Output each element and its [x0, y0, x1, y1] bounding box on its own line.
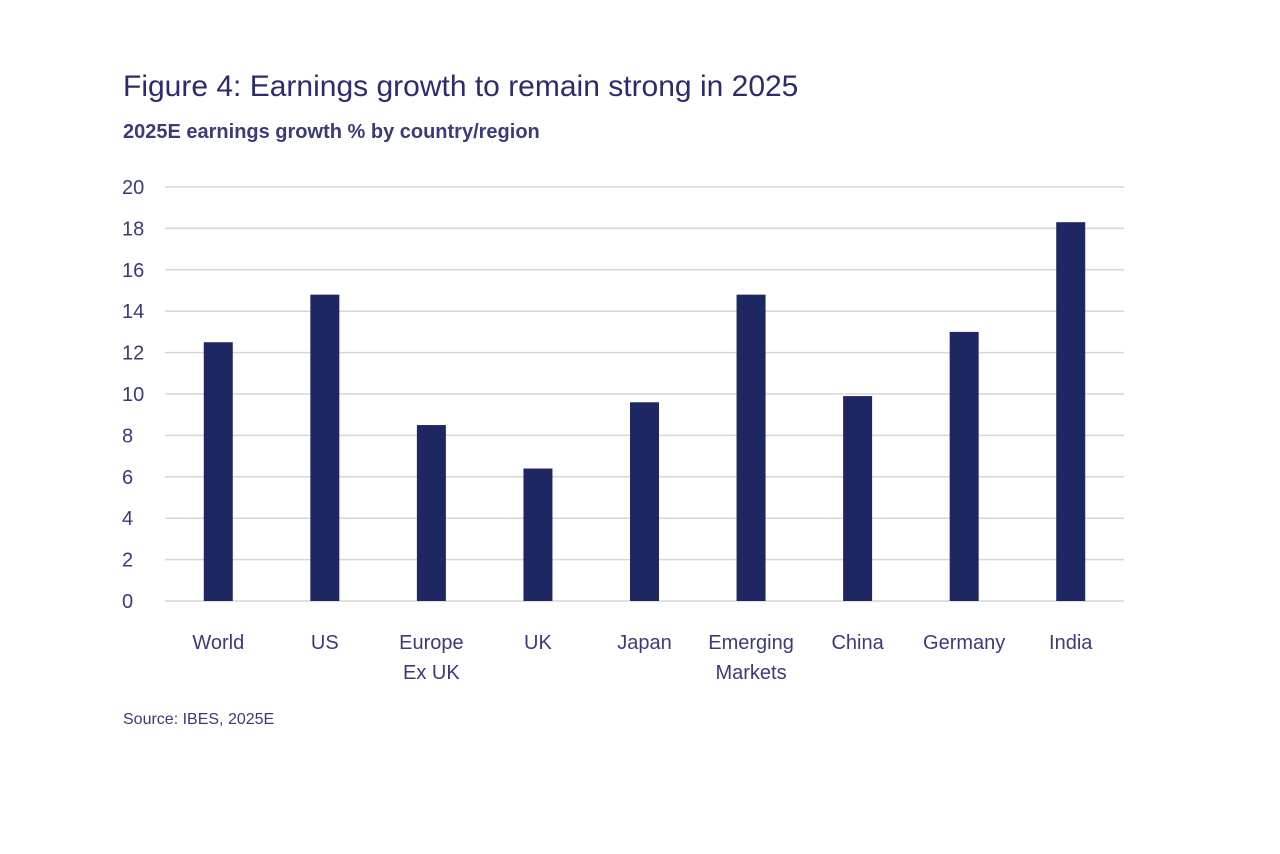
y-tick-label: 0: [122, 591, 133, 613]
x-tick-label: US: [311, 632, 339, 654]
x-tick-label: Japan: [617, 632, 672, 654]
bar-emerging-markets: [736, 294, 766, 601]
x-tick-label: Markets: [715, 662, 786, 684]
chart-title: Figure 4: Earnings growth to remain stro…: [123, 70, 799, 103]
x-tick-label: India: [1049, 632, 1093, 654]
y-tick-label: 6: [122, 467, 133, 489]
y-axis-ticks: 0 2 4 6 8 10 12 14 16 18 20: [122, 177, 144, 613]
bar-japan: [630, 402, 659, 601]
y-tick-label: 14: [122, 301, 144, 323]
x-tick-label: UK: [524, 632, 552, 654]
y-tick-label: 16: [122, 260, 144, 282]
x-tick-label: Emerging: [708, 632, 794, 654]
y-tick-label: 10: [122, 384, 144, 406]
y-tick-label: 20: [122, 177, 144, 199]
bar-world: [203, 342, 233, 601]
x-tick-label: Germany: [923, 632, 1005, 654]
x-tick-label: China: [831, 632, 884, 654]
x-tick-label: Europe: [399, 632, 464, 654]
bars: [203, 222, 1086, 601]
bar-europe-ex-uk: [416, 425, 446, 601]
bar-us: [310, 294, 340, 601]
source-note: Source: IBES, 2025E: [123, 711, 275, 728]
bar-germany: [949, 331, 979, 601]
x-axis-labels: World US Europe Ex UK UK Japan Emerging Markets…: [192, 632, 1093, 684]
y-tick-label: 4: [122, 508, 133, 530]
bar-china: [843, 396, 873, 601]
x-tick-label: Ex UK: [403, 662, 460, 684]
chart-subtitle: 2025E earnings growth % by country/regio…: [123, 121, 540, 143]
bar-india: [1056, 222, 1086, 601]
y-tick-label: 12: [122, 343, 144, 365]
y-tick-label: 18: [122, 218, 144, 240]
bar-uk: [523, 468, 553, 601]
y-tick-label: 8: [122, 425, 133, 447]
y-tick-label: 2: [122, 550, 133, 572]
x-tick-label: World: [192, 632, 244, 654]
